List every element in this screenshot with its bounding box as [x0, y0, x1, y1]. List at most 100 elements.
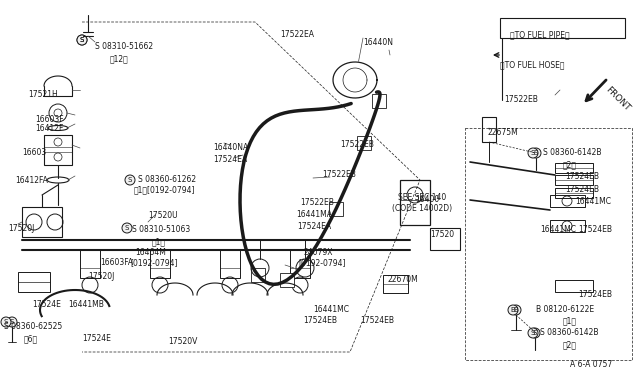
Bar — [44, 135, 72, 165]
Text: 17522EB: 17522EB — [322, 170, 356, 179]
Text: 16412F: 16412F — [35, 124, 63, 133]
Text: 17520U: 17520U — [148, 211, 178, 220]
Bar — [550, 220, 585, 232]
Circle shape — [530, 328, 540, 338]
Circle shape — [125, 175, 135, 185]
Bar — [550, 195, 585, 207]
Circle shape — [122, 223, 132, 233]
Text: ＜1＞[0192-0794]: ＜1＞[0192-0794] — [134, 185, 195, 194]
Text: ＜TO FUEL HOSE＞: ＜TO FUEL HOSE＞ — [500, 60, 564, 69]
Text: B 08120-6122E: B 08120-6122E — [536, 305, 594, 314]
Bar — [220, 250, 240, 278]
Text: 16440N: 16440N — [363, 38, 393, 47]
Text: B: B — [511, 307, 515, 313]
Text: 22675M: 22675M — [488, 128, 519, 137]
Text: SEE SEC.140: SEE SEC.140 — [398, 193, 446, 202]
Text: S: S — [531, 150, 535, 156]
Circle shape — [528, 148, 538, 158]
Text: ＜12＞: ＜12＞ — [110, 54, 129, 63]
Bar — [290, 250, 310, 278]
Text: S 08360-6142B: S 08360-6142B — [543, 148, 602, 157]
Text: 17521H: 17521H — [28, 90, 58, 99]
Text: 16441MC: 16441MC — [575, 197, 611, 206]
Text: FRONT: FRONT — [604, 85, 632, 113]
Text: S: S — [534, 150, 538, 156]
Text: 16441MA: 16441MA — [296, 210, 332, 219]
Bar — [372, 94, 386, 108]
Text: S 08360-6142B: S 08360-6142B — [540, 328, 598, 337]
Bar — [555, 175, 593, 185]
Circle shape — [528, 328, 538, 338]
Text: 17524E: 17524E — [82, 334, 111, 343]
Bar — [555, 163, 593, 173]
Text: S: S — [80, 37, 84, 43]
Text: 17520J: 17520J — [8, 224, 35, 233]
Text: ＜6＞: ＜6＞ — [24, 334, 38, 343]
Circle shape — [508, 305, 518, 315]
Text: 17524EB: 17524EB — [360, 316, 394, 325]
Text: ＜1＞: ＜1＞ — [563, 316, 577, 325]
Text: 16441MC: 16441MC — [540, 225, 576, 234]
Text: ＜2＞: ＜2＞ — [563, 340, 577, 349]
Bar — [329, 202, 343, 216]
Text: (CODE 14002D): (CODE 14002D) — [392, 204, 452, 213]
Polygon shape — [333, 62, 377, 98]
Text: S: S — [80, 37, 84, 43]
Bar — [80, 250, 100, 278]
Text: S: S — [533, 330, 537, 336]
Text: 17524EB: 17524EB — [565, 172, 599, 181]
Bar — [383, 275, 408, 293]
Text: 22670M: 22670M — [388, 275, 419, 284]
Bar — [430, 228, 460, 250]
Text: 16441MC: 16441MC — [313, 305, 349, 314]
Bar — [400, 180, 430, 225]
Text: B: B — [514, 307, 518, 313]
Text: 17522EA: 17522EA — [280, 30, 314, 39]
Text: 16441MB: 16441MB — [68, 300, 104, 309]
Text: S 08310-51063: S 08310-51063 — [132, 225, 190, 234]
Text: 17524EB: 17524EB — [578, 290, 612, 299]
Text: S: S — [125, 225, 129, 231]
Text: S: S — [531, 330, 535, 336]
Text: ＜TO FUEL PIPE＞: ＜TO FUEL PIPE＞ — [510, 30, 570, 39]
Bar — [150, 250, 170, 278]
Text: 17522EB: 17522EB — [340, 140, 374, 149]
Bar — [18, 272, 50, 292]
Bar — [500, 18, 625, 38]
Text: 17524EA: 17524EA — [213, 155, 247, 164]
Circle shape — [1, 317, 11, 327]
Text: A 6-A 0757: A 6-A 0757 — [570, 360, 612, 369]
Text: S: S — [10, 319, 14, 325]
Text: [0192-0794]: [0192-0794] — [130, 258, 177, 267]
Text: ＜1＞: ＜1＞ — [152, 237, 166, 246]
Circle shape — [77, 35, 87, 45]
Text: 16412FA: 16412FA — [15, 176, 48, 185]
Text: 24079X: 24079X — [303, 248, 333, 257]
Text: 16464M: 16464M — [135, 248, 166, 257]
Circle shape — [77, 35, 87, 45]
Bar — [280, 273, 294, 287]
Text: 17520J: 17520J — [88, 272, 115, 281]
Text: [0192-0794]: [0192-0794] — [298, 258, 346, 267]
Bar — [482, 117, 496, 142]
Text: S 08310-51662: S 08310-51662 — [95, 42, 153, 51]
Text: 17524EA: 17524EA — [297, 222, 331, 231]
Text: 17524EB: 17524EB — [578, 225, 612, 234]
Text: S: S — [128, 177, 132, 183]
Circle shape — [531, 148, 541, 158]
Text: 17524EB: 17524EB — [565, 185, 599, 194]
Text: 16400: 16400 — [415, 195, 439, 204]
Text: 16603FA: 16603FA — [100, 258, 133, 267]
Text: S 08360-61262: S 08360-61262 — [138, 175, 196, 184]
Bar — [357, 136, 371, 150]
Text: S: S — [4, 319, 8, 325]
Text: 17522EB: 17522EB — [300, 198, 334, 207]
Text: 17522EB: 17522EB — [504, 95, 538, 104]
Bar — [555, 280, 593, 292]
Bar — [22, 207, 62, 237]
Text: 16440NA: 16440NA — [213, 143, 248, 152]
Bar — [555, 188, 593, 198]
Text: S 08360-62525: S 08360-62525 — [4, 322, 62, 331]
Circle shape — [511, 305, 521, 315]
Text: ＜2＞: ＜2＞ — [563, 160, 577, 169]
